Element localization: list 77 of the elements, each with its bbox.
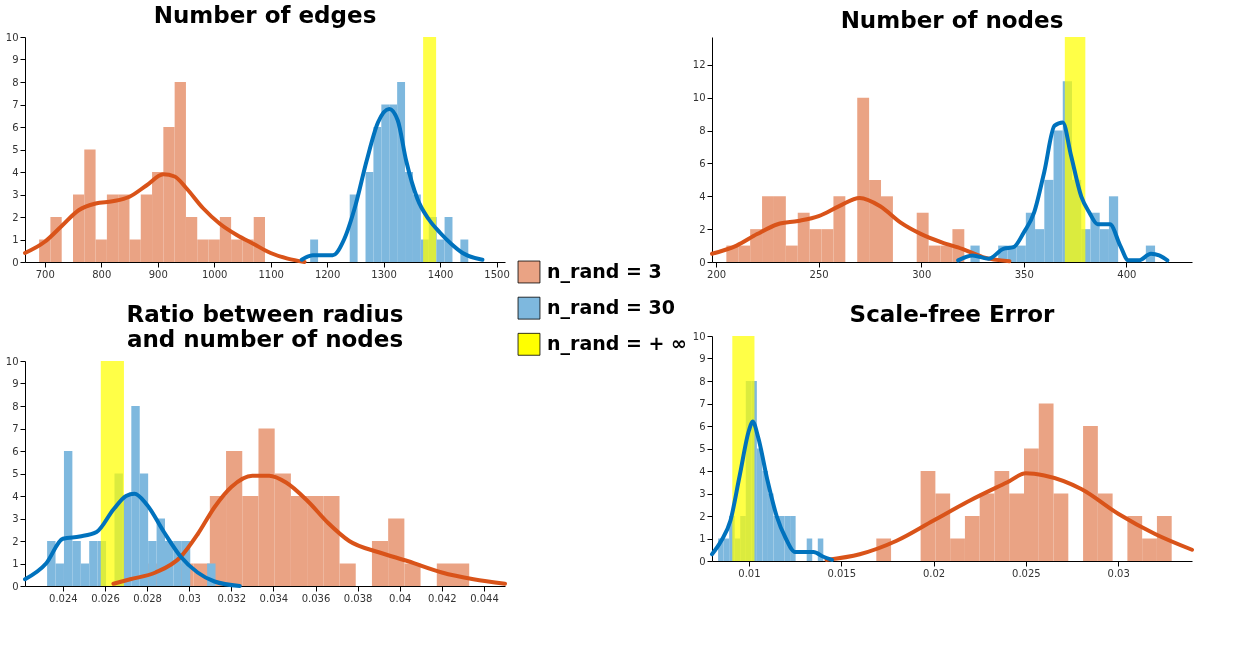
x-tick-label: 0.044 — [470, 592, 499, 604]
y-tick-label: 3 — [699, 488, 706, 499]
y-tick-label: 9 — [12, 378, 19, 389]
y-tick-label: 5 — [699, 443, 706, 454]
y-tick-label: 2 — [699, 510, 706, 522]
y-tick-label: 8 — [12, 400, 19, 412]
chart-title: Scale-free Error — [849, 301, 1056, 327]
chart-title: Number of nodes — [840, 7, 1064, 33]
x-tick-label: 0.03 — [178, 592, 201, 604]
x-tick-label: 0.036 — [301, 592, 331, 604]
y-tick-label: 10 — [5, 355, 19, 367]
x-tick-label: 0.026 — [91, 592, 120, 604]
y-tick-label: 2 — [12, 535, 19, 547]
x-tick-label: 900 — [148, 268, 168, 280]
x-tick-label: 0.028 — [133, 592, 162, 604]
y-tick-label: 1 — [12, 558, 19, 569]
y-tick-label: 4 — [12, 490, 19, 502]
chart-title: Number of edges — [153, 2, 377, 28]
y-tick-label: 0 — [699, 256, 706, 268]
y-tick-label: 0 — [12, 580, 19, 592]
y-tick-label: 6 — [699, 420, 706, 432]
y-tick-label: 9 — [699, 353, 706, 364]
y-tick-label: 10 — [692, 92, 706, 104]
x-tick-label: 1300 — [371, 268, 397, 280]
chart-title: Ratio between radius and number of nodes — [126, 301, 404, 352]
x-tick-label: 0.01 — [738, 567, 761, 579]
x-tick-label: 0.042 — [428, 592, 457, 604]
y-tick-label: 0 — [699, 555, 706, 567]
y-tick-label: 1 — [699, 533, 706, 544]
y-tick-label: 8 — [699, 125, 706, 137]
y-tick-label: 6 — [12, 121, 19, 133]
x-tick-label: 1100 — [258, 268, 284, 280]
legend-label: n_rand = 30 — [547, 296, 675, 320]
legend-label: n_rand = 3 — [547, 260, 662, 283]
x-tick-label: 0.02 — [922, 567, 946, 579]
y-tick-label: 9 — [12, 54, 19, 65]
x-tick-label: 1000 — [201, 268, 228, 280]
y-tick-label: 7 — [12, 99, 19, 110]
y-tick-label: 2 — [12, 211, 19, 223]
y-tick-label: 4 — [699, 190, 706, 202]
y-tick-label: 12 — [692, 59, 706, 71]
x-tick-label: 250 — [809, 268, 829, 280]
y-tick-label: 10 — [5, 31, 19, 43]
x-tick-label: 350 — [1014, 268, 1034, 280]
y-tick-label: 7 — [12, 423, 19, 434]
y-tick-label: 10 — [692, 330, 706, 342]
x-tick-label: 0.024 — [49, 592, 78, 604]
x-tick-label: 0.025 — [1012, 567, 1041, 579]
x-tick-label: 0.015 — [827, 567, 857, 579]
x-tick-label: 0.032 — [217, 592, 247, 604]
x-tick-label: 800 — [92, 268, 112, 280]
x-tick-label: 1200 — [314, 268, 341, 280]
y-tick-label: 8 — [12, 76, 19, 88]
legend-label: n_rand = + ∞ — [547, 332, 687, 356]
y-tick-label: 3 — [12, 189, 19, 200]
y-tick-label: 8 — [699, 375, 706, 387]
y-tick-label: 5 — [12, 468, 19, 479]
x-tick-label: 0.034 — [259, 592, 289, 604]
y-tick-label: 3 — [12, 513, 19, 524]
x-tick-label: 300 — [912, 268, 932, 280]
x-tick-label: 0.04 — [389, 592, 412, 604]
y-tick-label: 4 — [12, 166, 19, 178]
y-tick-label: 5 — [12, 144, 19, 155]
y-tick-label: 4 — [699, 465, 706, 477]
y-tick-label: 6 — [12, 445, 19, 457]
y-tick-label: 6 — [699, 157, 706, 169]
x-tick-label: 700 — [35, 268, 55, 280]
x-tick-label: 0.038 — [343, 592, 373, 604]
x-tick-label: 400 — [1117, 268, 1137, 280]
x-tick-label: 200 — [707, 268, 727, 280]
y-tick-label: 1 — [12, 234, 19, 245]
y-tick-label: 7 — [699, 398, 706, 409]
x-tick-label: 0.03 — [1107, 567, 1130, 579]
x-tick-label: 1500 — [484, 268, 510, 280]
x-tick-label: 1400 — [427, 268, 454, 280]
y-tick-label: 2 — [699, 223, 706, 235]
y-tick-label: 0 — [12, 256, 19, 268]
